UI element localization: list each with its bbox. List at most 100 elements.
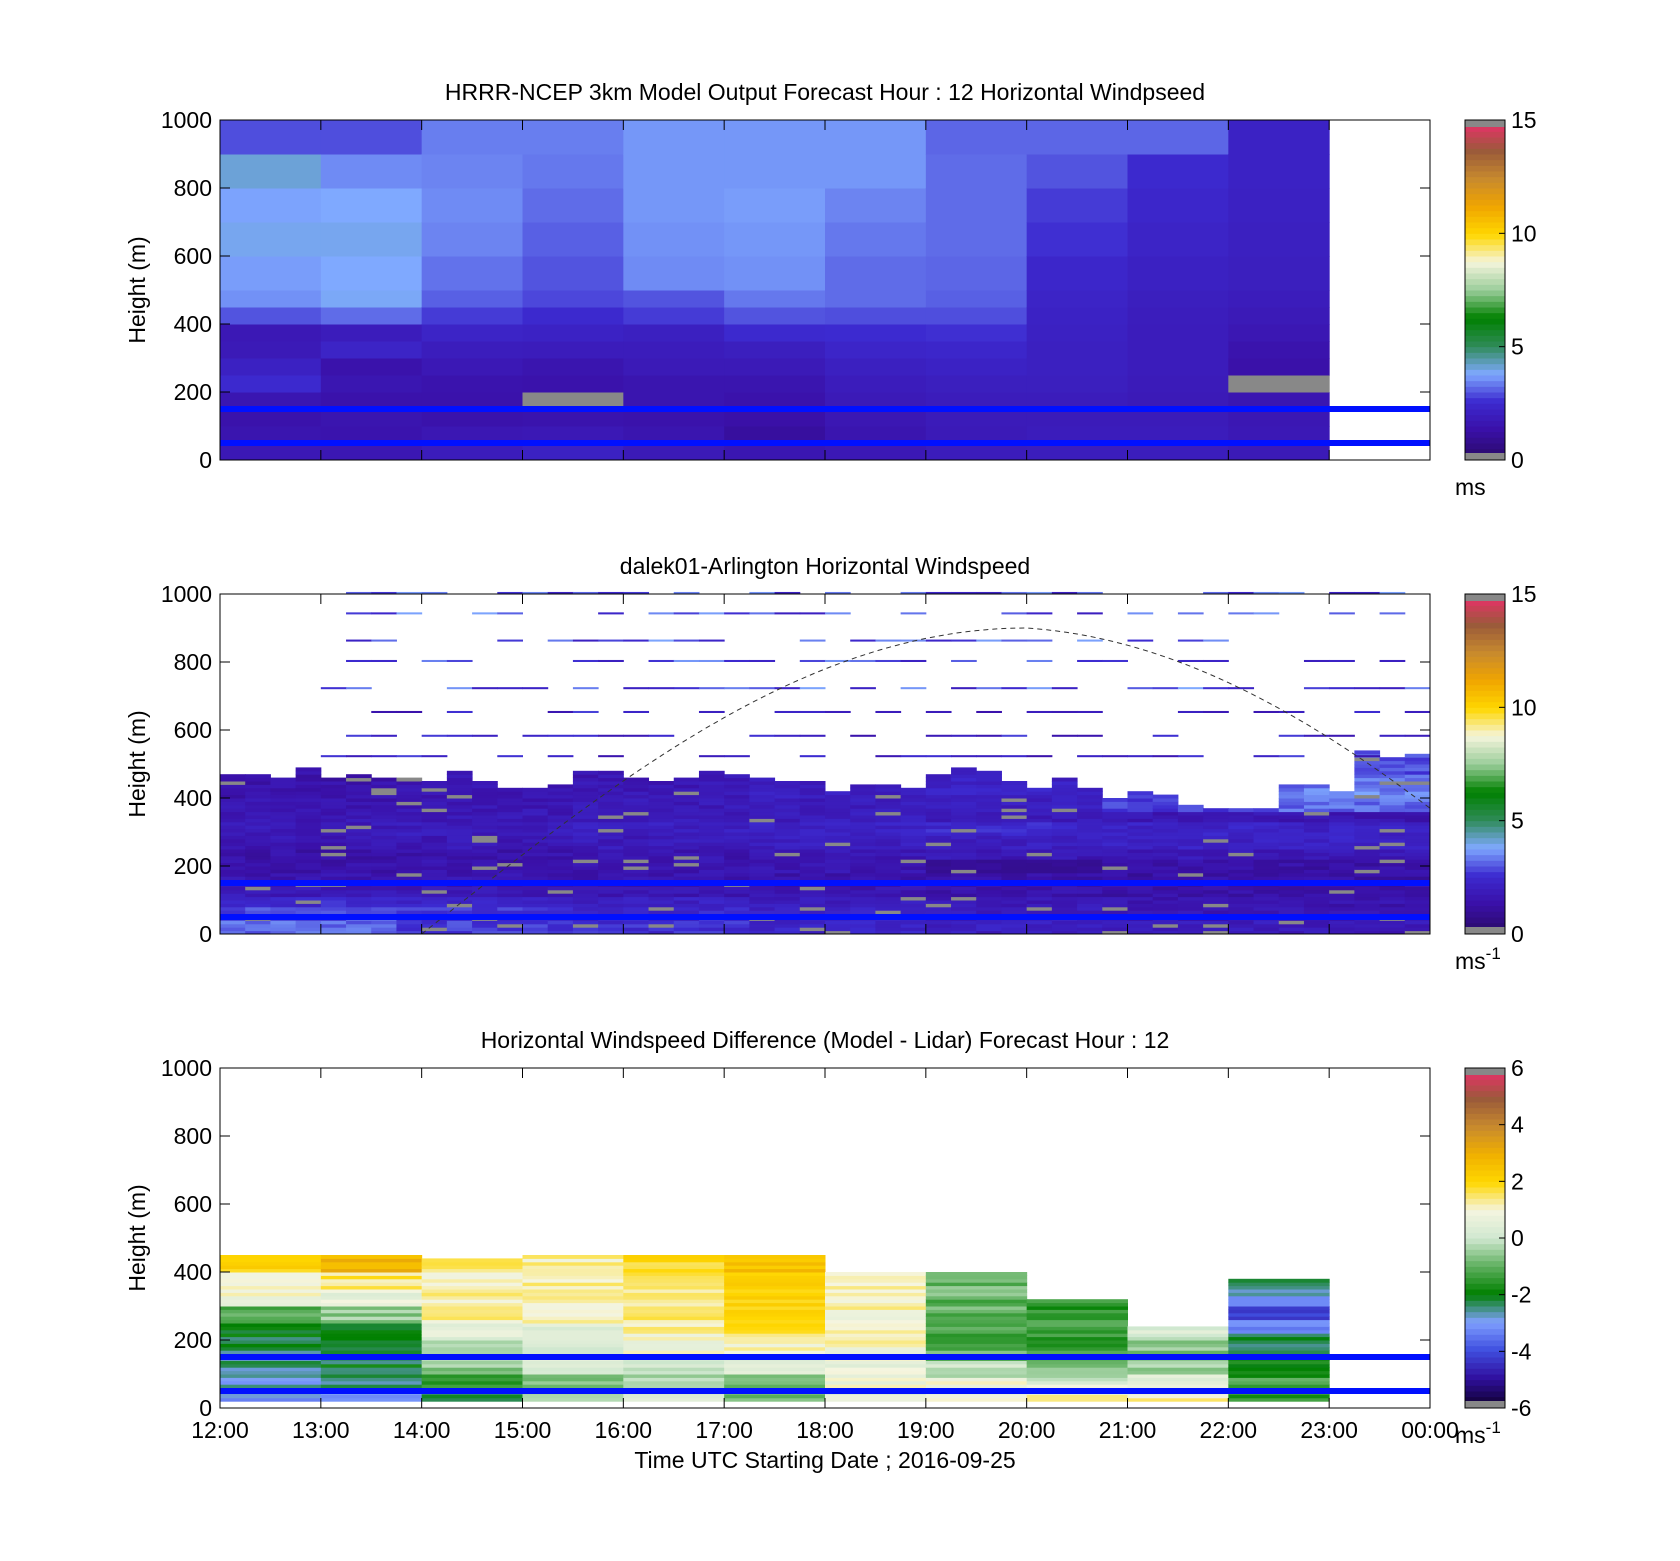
heatmap-cell [346,794,372,799]
heatmap-cell [623,591,650,594]
heatmap-cell [472,923,498,928]
heatmap-cell [1127,1343,1229,1348]
heatmap-cell [396,906,423,911]
heatmap-cell [648,852,675,857]
heatmap-cell [320,1302,423,1307]
heatmap-cell [976,876,1002,881]
heatmap-cell [446,903,473,908]
heatmap-cell [1404,889,1431,894]
heatmap-cell [623,375,725,393]
heatmap-cell [1278,893,1305,898]
colorbar-band [1465,667,1505,674]
heatmap-cell [1379,845,1406,850]
heatmap-cell [1379,808,1406,813]
colorbar-band [1465,443,1505,450]
heatmap-cell [1354,798,1381,802]
heatmap-cell [1127,900,1154,904]
heatmap-cell [295,886,322,891]
heatmap-cell [346,612,372,615]
heatmap-cell [522,825,549,830]
heatmap-cell [572,920,599,925]
heatmap-cell [421,1265,523,1270]
heatmap-cell [421,866,448,870]
heatmap-cell [497,896,523,901]
heatmap-cell [724,927,750,932]
heatmap-cell [1379,784,1406,789]
heatmap-cell [346,903,372,908]
heatmap-cell [925,1329,1028,1334]
heatmap-cell [648,842,675,847]
heatmap-cell [1379,896,1406,901]
heatmap-cell [698,910,725,915]
heatmap-cell [724,818,750,823]
heatmap-cell [320,1299,423,1304]
heatmap-cell [1001,886,1028,891]
heatmap-cell [925,1323,1028,1327]
heatmap-cell [1127,821,1154,826]
heatmap-cell [396,815,423,819]
heatmap-cell [497,855,523,860]
colorbar-band [1465,267,1505,274]
heatmap-cell [547,832,574,836]
heatmap-cell [522,852,549,857]
heatmap-cell [572,855,599,860]
heatmap-cell [1026,798,1053,802]
heatmap-cell [1379,591,1406,594]
heatmap-cell [1404,849,1431,853]
heatmap-cell [875,710,902,713]
heatmap-cell [522,1343,624,1348]
heatmap-cell [1303,838,1330,843]
heatmap-cell [1278,832,1305,836]
heatmap-cell [1077,787,1103,792]
y-tick-label: 0 [199,447,212,473]
heatmap-cell [220,1319,322,1324]
heatmap-cell [1228,1319,1330,1324]
heatmap-cell [925,307,1028,325]
colorbar-units-sup: -1 [1486,1418,1501,1437]
heatmap-cell [1026,1380,1128,1385]
heatmap-cell [623,1343,725,1348]
heatmap-cell [1127,1340,1229,1344]
heatmap-cell [396,832,423,836]
heatmap-cell [547,906,574,911]
heatmap-cell [850,872,876,877]
heatmap-cell [648,872,675,877]
heatmap-cell [850,900,876,904]
heatmap-cell [1354,591,1381,594]
heatmap-cell [1102,906,1128,911]
heatmap-cell [1001,889,1028,894]
colorbar-band [1465,1396,1505,1403]
heatmap-cell [1404,710,1431,713]
heatmap-cell [1329,808,1355,813]
heatmap-cell [724,1292,826,1297]
heatmap-cell [1102,876,1128,881]
heatmap-cell [472,781,498,785]
heatmap-cell [320,838,347,843]
heatmap-cell [900,886,927,891]
heatmap-cell [925,409,1028,427]
heatmap-cell [497,849,523,853]
colorbar-band [1465,803,1505,810]
heatmap-cell [1329,791,1355,796]
heatmap-cell [799,794,826,799]
heatmap-cell [497,930,523,935]
heatmap-cell [346,825,372,830]
heatmap-cell [724,1295,826,1300]
heatmap-cell [623,804,650,809]
heatmap-cell [1354,838,1381,843]
heatmap-cell [295,872,322,877]
heatmap-cell [320,426,423,444]
heatmap-cell [270,896,297,901]
heatmap-cell [497,923,523,928]
heatmap-cell [850,818,876,823]
heatmap-cell [925,710,952,713]
heatmap-cell [648,900,675,904]
heatmap-cell [648,862,675,867]
heatmap-cell [1303,927,1330,932]
heatmap-cell [875,818,902,823]
heatmap-cell [1127,835,1154,840]
heatmap-cell [925,784,952,789]
heatmap-cell [371,639,397,642]
heatmap-cell [1127,1377,1229,1382]
heatmap-cell [673,855,700,860]
